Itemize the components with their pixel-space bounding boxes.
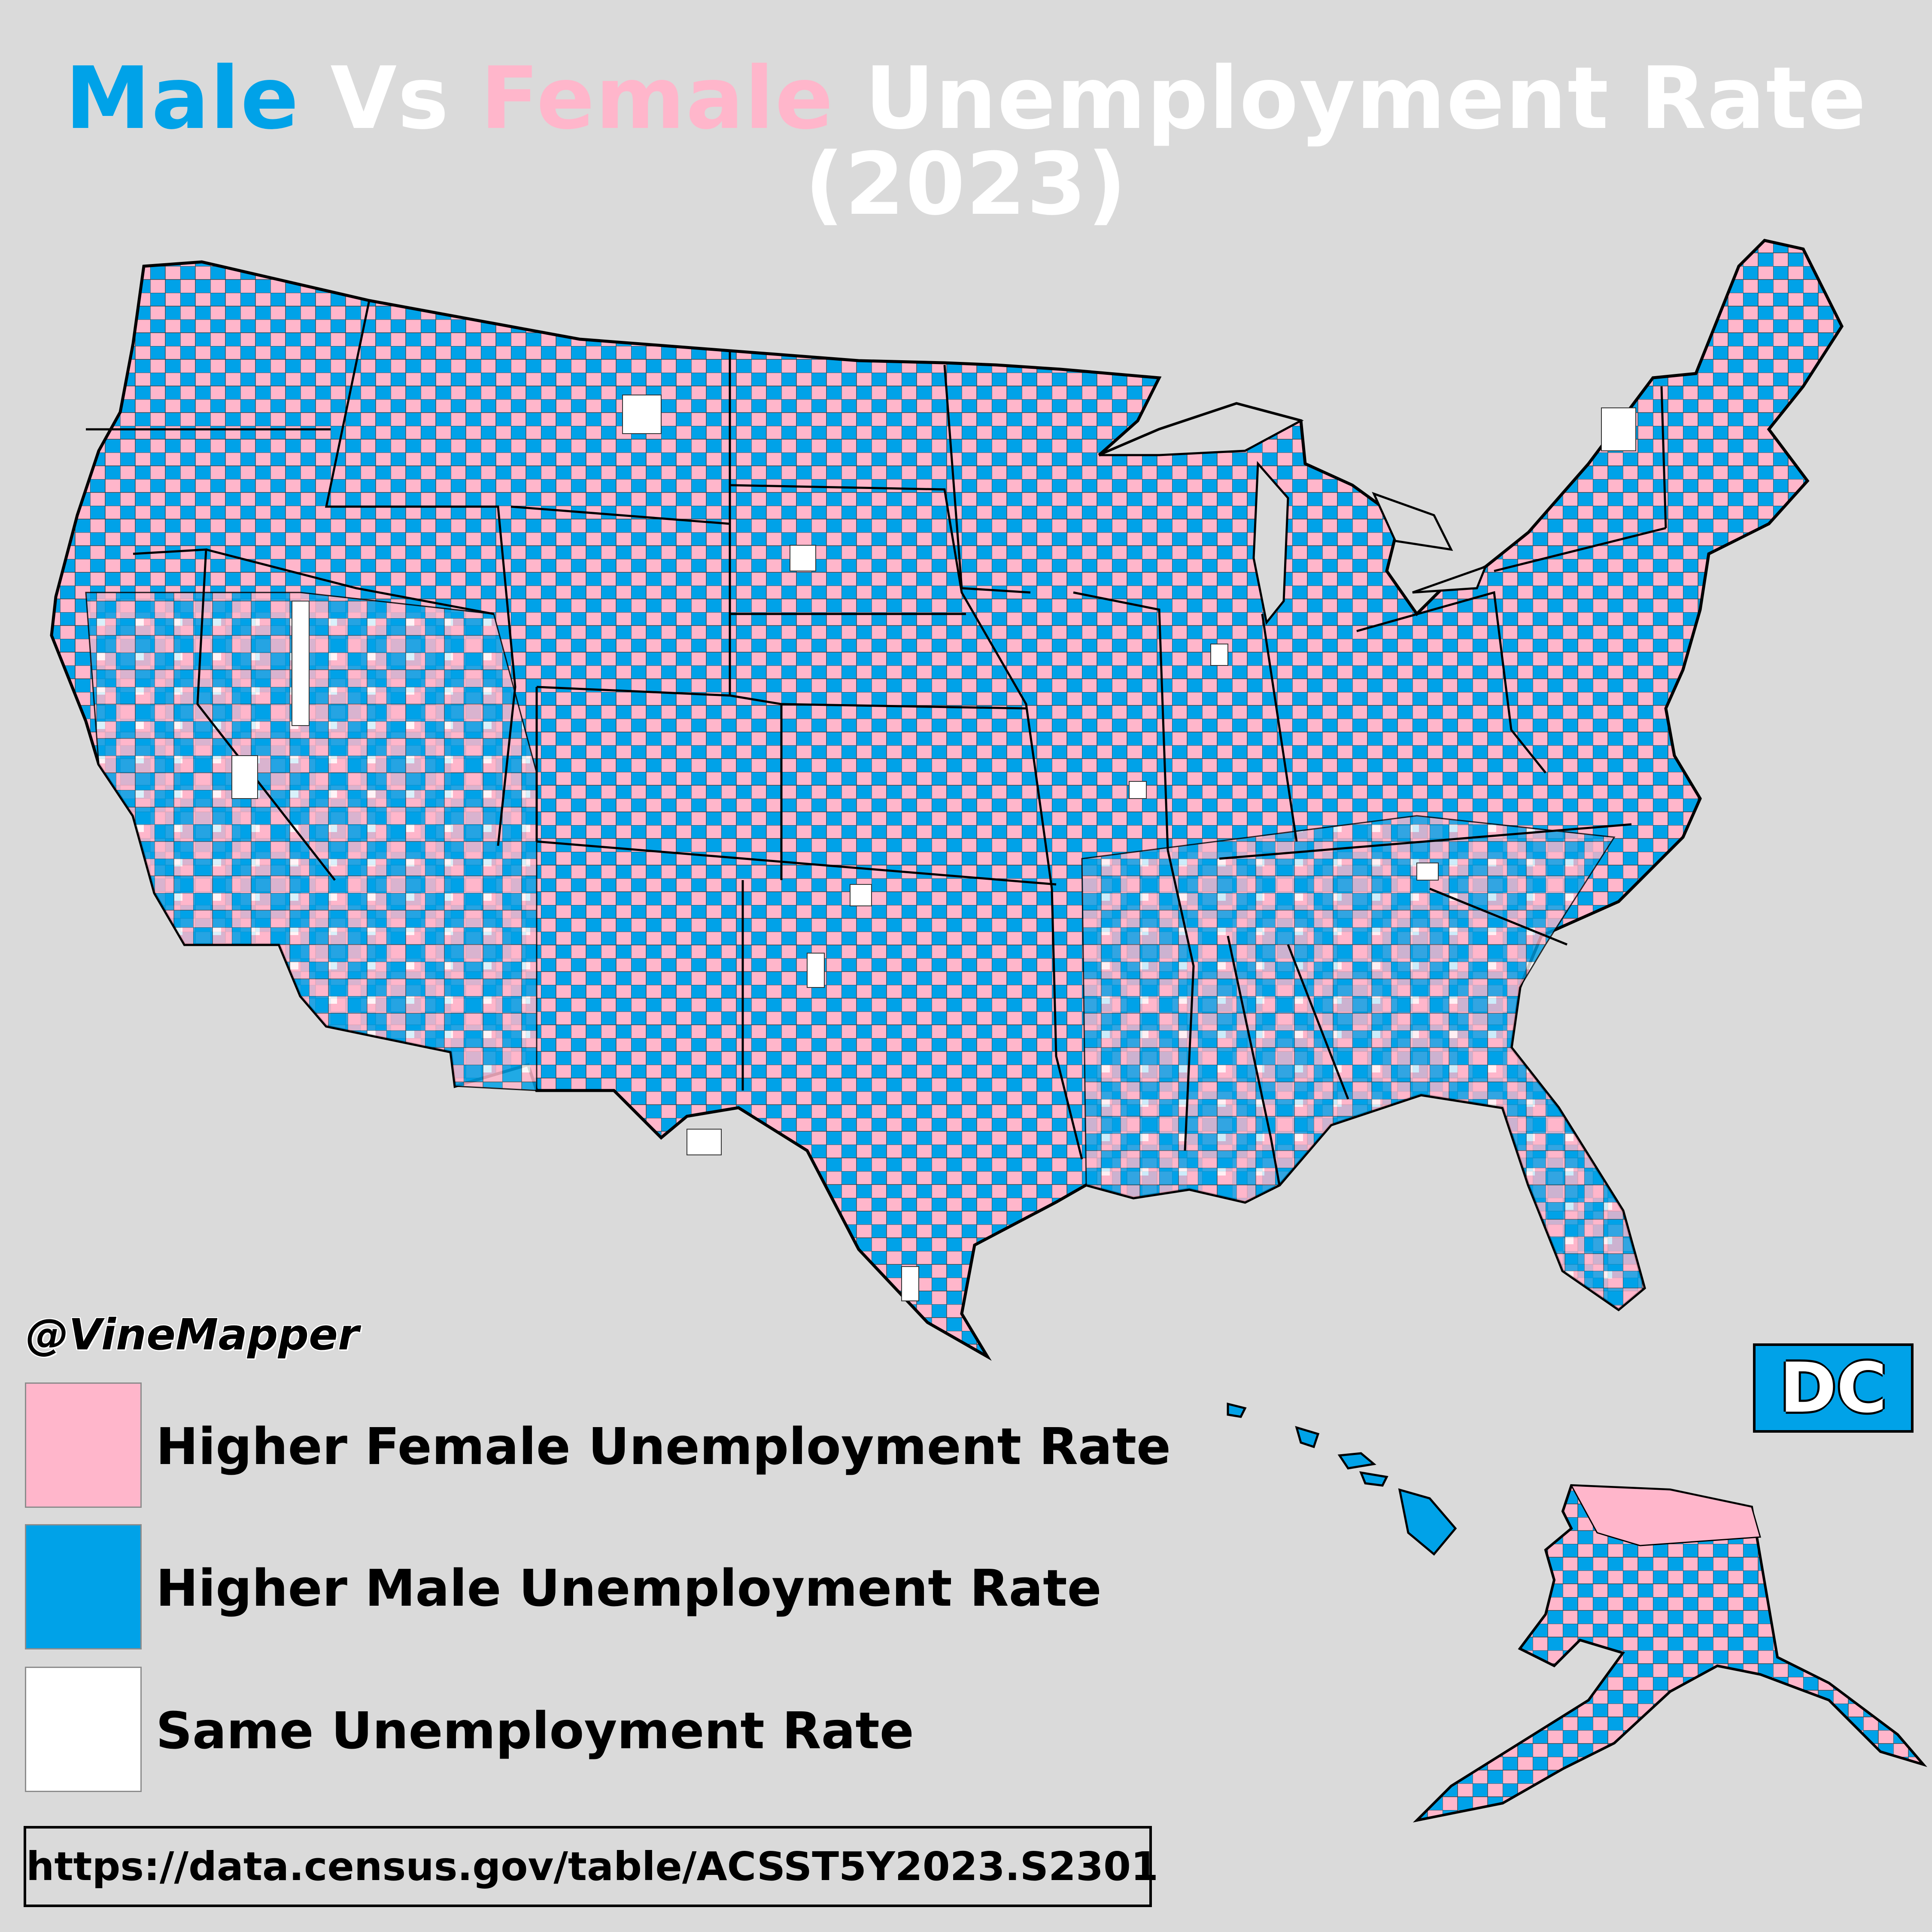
legend-label-same: Same Unemployment Rate — [156, 1701, 914, 1760]
west-region-tint — [85, 592, 538, 1091]
same-rate-counties — [231, 395, 1636, 1301]
dc-badge: DC — [1753, 1343, 1914, 1433]
legend-swatch-female — [25, 1382, 142, 1508]
map-title: Male Vs Female Unemployment Rate (2023) — [0, 56, 1932, 228]
title-male: Male — [65, 49, 300, 149]
legend-label-male: Higher Male Unemployment Rate — [156, 1558, 1102, 1618]
alaska — [1413, 1484, 1927, 1823]
title-female: Female — [480, 49, 834, 149]
legend-item-same: Same Unemployment Rate — [25, 1667, 1227, 1793]
legend-swatch-same — [25, 1667, 142, 1792]
legend-label-female: Higher Female Unemployment Rate — [156, 1417, 1171, 1476]
alaska-north-tint — [1570, 1485, 1761, 1546]
title-rest: Unemployment Rate (2023) — [805, 49, 1867, 234]
legend-item-female: Higher Female Unemployment Rate — [25, 1382, 1227, 1509]
southeast-region-tint — [1081, 815, 1645, 1310]
title-vs: Vs — [330, 49, 450, 149]
legend-swatch-male — [25, 1524, 142, 1649]
source-url: https://data.census.gov/table/ACSST5Y202… — [24, 1826, 1158, 1907]
great-lakes — [1099, 402, 1488, 625]
state-boundaries — [86, 300, 1667, 1185]
author-credit: @VineMapper — [26, 1309, 359, 1360]
legend-item-male: Higher Male Unemployment Rate — [25, 1524, 1227, 1651]
hawaii — [1227, 1402, 1457, 1556]
